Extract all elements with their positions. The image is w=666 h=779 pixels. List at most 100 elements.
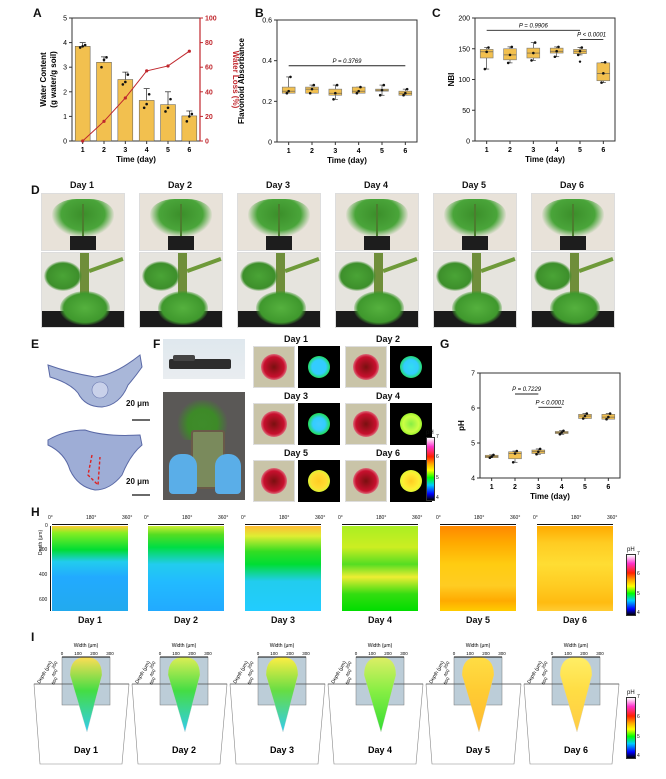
width-tick: 100 xyxy=(466,651,474,656)
water-content-bar xyxy=(74,46,91,142)
data-point xyxy=(121,83,125,86)
f-day-label: Day 4 xyxy=(375,391,401,401)
depth-tick: 200 xyxy=(247,660,255,669)
i-day-label: Day 2 xyxy=(172,745,196,755)
h-colorbar-title: pH xyxy=(627,547,635,553)
y-tick-label: 150 xyxy=(458,46,470,53)
phone-plant-photo xyxy=(163,392,245,500)
depth-tick: 600 xyxy=(443,676,451,685)
x-tick-label: 2 xyxy=(508,147,512,154)
h-angle-tick: 0° xyxy=(533,515,538,521)
i-day-label: Day 1 xyxy=(74,745,98,755)
ph-fluorescence-image xyxy=(298,346,340,388)
h-angle-tick: 180° xyxy=(279,515,290,521)
h-angle-tick: 180° xyxy=(474,515,485,521)
plot-frame xyxy=(71,17,201,142)
data-point xyxy=(487,46,490,49)
ph-fluorescence-image xyxy=(298,460,340,502)
data-point xyxy=(605,417,608,421)
data-point xyxy=(310,87,314,91)
y-tick-label: 200 xyxy=(458,16,470,23)
h-angle-axis xyxy=(440,524,516,525)
data-point xyxy=(335,83,339,87)
width-tick: 100 xyxy=(564,651,572,656)
y2-tick-label: 0 xyxy=(205,139,209,146)
plant-stem-closeup-photo xyxy=(433,252,517,328)
h-angle-tick: 180° xyxy=(86,515,97,521)
depth-tick: 200 xyxy=(443,660,451,669)
h-day-label: Day 4 xyxy=(367,615,393,625)
h-angle-tick: 180° xyxy=(376,515,387,521)
data-point xyxy=(603,60,607,64)
d-day-label: Day 1 xyxy=(69,180,95,190)
water-loss-line xyxy=(82,50,190,142)
depth-tick: 400 xyxy=(149,668,157,677)
plant-stem-closeup-photo xyxy=(41,252,125,328)
x-tick-label: 4 xyxy=(145,147,149,154)
scale-bar-top-label: 20 μm xyxy=(126,399,150,408)
y-tick-label: 0 xyxy=(268,140,272,147)
y2-tick-label: 40 xyxy=(205,89,213,96)
y-tick-label: 0.6 xyxy=(262,18,272,25)
x-tick-label: 6 xyxy=(403,148,407,155)
x-tick-label: 2 xyxy=(310,148,314,155)
depth-tick: 600 xyxy=(51,676,59,685)
h-day-label: Day 6 xyxy=(562,615,588,625)
h-colorbar-tick: 7 xyxy=(637,551,640,557)
width-tick: 0 xyxy=(355,651,358,656)
y-tick-label: 5 xyxy=(471,441,475,448)
h-ytick: 600 xyxy=(39,597,48,603)
h-day-label: Day 1 xyxy=(77,615,103,625)
data-point xyxy=(124,80,127,84)
chart-g-ph: 4 5 6 7 1 2 3 4 5 6 Time (day) P = 0.7229 P < 0.0001… xyxy=(457,371,621,501)
width-axis-label: Width (μm) xyxy=(270,643,295,649)
data-point xyxy=(308,91,312,95)
panel-label-d: D xyxy=(31,183,40,197)
data-point xyxy=(558,432,562,436)
f-day-label: Day 2 xyxy=(375,334,401,344)
y-tick-label: 7 xyxy=(471,371,475,378)
i-day-label: Day 4 xyxy=(368,745,392,755)
y-tick-label: 0.2 xyxy=(262,99,272,106)
width-tick: 0 xyxy=(159,651,162,656)
width-axis-label: Width (μm) xyxy=(368,643,393,649)
data-point xyxy=(382,83,386,87)
panel-label-b: B xyxy=(255,6,264,20)
h-angle-axis xyxy=(537,524,613,525)
depth-tick: 600 xyxy=(247,676,255,685)
h-angle-tick: 0° xyxy=(144,515,149,521)
data-point xyxy=(508,53,512,57)
data-point xyxy=(557,45,560,49)
plant-whole-photo xyxy=(41,193,125,251)
p-value-label: P = 0.9906 xyxy=(519,23,549,29)
y2-axis-label: Water Loss (%) xyxy=(231,51,240,109)
h-angle-tick: 0° xyxy=(436,515,441,521)
width-tick: 100 xyxy=(74,651,82,656)
water-loss-point xyxy=(145,69,149,73)
plot-frame xyxy=(276,19,418,143)
i-colorbar-tick: 7 xyxy=(637,694,640,700)
plant-stem-closeup-photo xyxy=(139,252,223,328)
x-tick-label: 5 xyxy=(380,148,384,155)
panel-e-cross-sections xyxy=(47,354,150,496)
h-angle-tick: 360° xyxy=(315,515,326,521)
x-tick-label: 4 xyxy=(555,147,559,154)
data-point xyxy=(332,98,335,101)
width-tick: 100 xyxy=(368,651,376,656)
chart-b-flavonoid: 0 0.2 0.4 0.6 1 2 3 4 5 6 Time (day) P = 0.3769 Flav… xyxy=(237,18,418,165)
data-point xyxy=(515,449,519,453)
y-axis-label: NBI xyxy=(447,73,456,87)
data-point xyxy=(142,106,146,110)
phone-side-photo xyxy=(163,339,245,379)
panel-label-f: F xyxy=(153,337,161,351)
width-tick: 200 xyxy=(286,651,294,656)
width-axis-label: Width (μm) xyxy=(466,643,491,649)
h-ytick: 400 xyxy=(39,572,48,578)
x-tick-label: 3 xyxy=(333,148,337,155)
width-tick: 200 xyxy=(188,651,196,656)
y-tick-label: 4 xyxy=(471,476,475,483)
data-point xyxy=(555,49,558,53)
